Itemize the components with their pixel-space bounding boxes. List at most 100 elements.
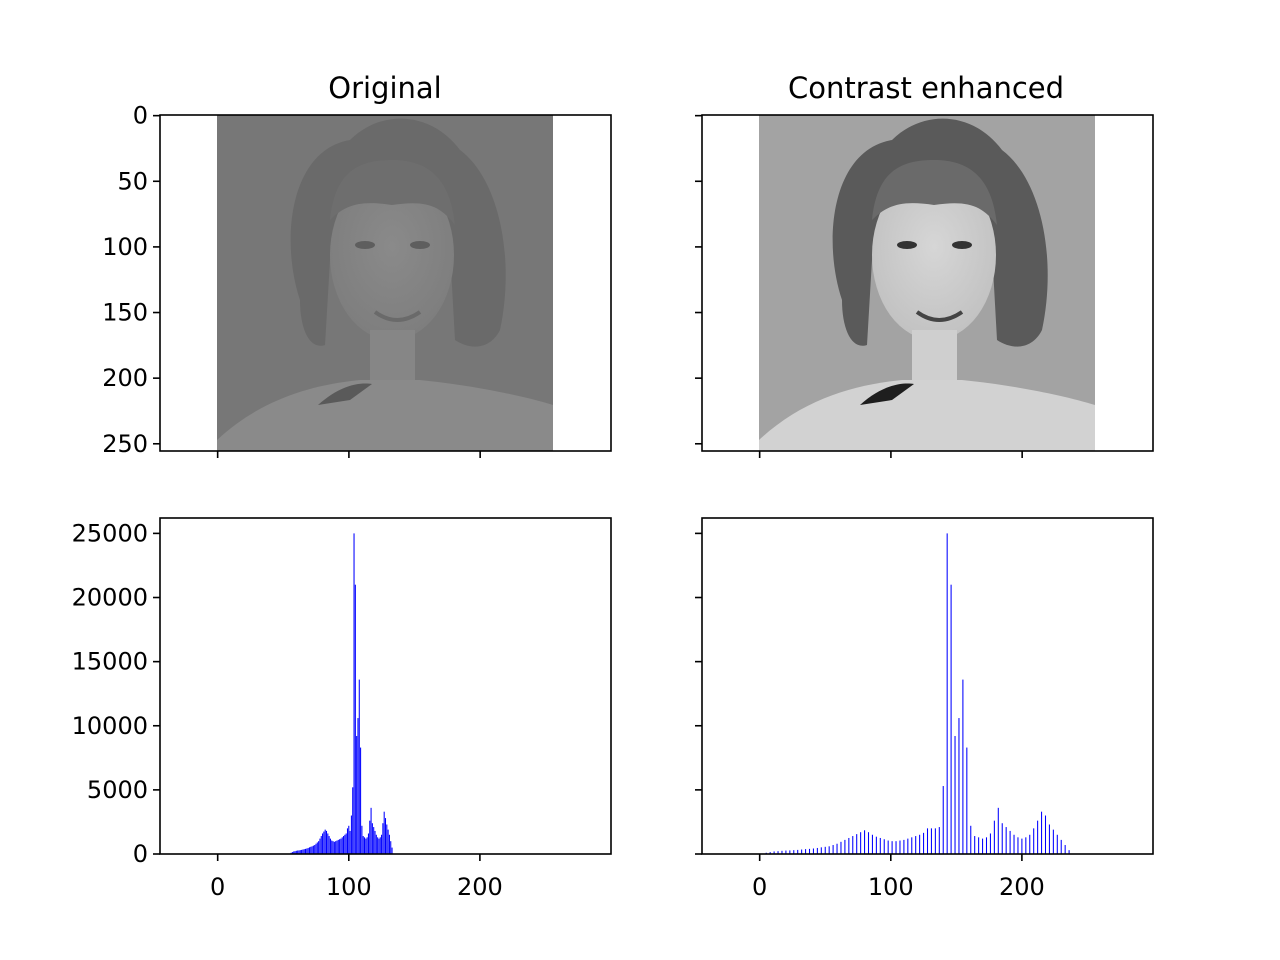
histogram-bar-original [390,841,392,854]
histogram-bar-enhanced [836,843,838,854]
histogram-bar-enhanced [1017,837,1019,854]
histogram-bar-original [366,837,368,854]
histogram-bar-enhanced [879,837,881,854]
x-tick-label-original: 100 [326,873,372,901]
histogram-bar-enhanced [824,846,826,854]
histogram-bar-enhanced [793,850,795,854]
histogram-bar-original [337,839,339,854]
histogram-bar-enhanced [840,841,842,854]
histogram-bar-enhanced [899,840,901,854]
histogram-bar-enhanced [989,833,991,854]
histogram-bar-original [350,815,352,854]
x-tick-label-original: 0 [210,873,225,901]
histogram-bar-original [336,840,338,854]
histogram-bar-enhanced [867,832,870,854]
histogram-bar-original [381,834,383,854]
panel-original-image: Original 0 50 100 150 200 250 [102,71,612,458]
histogram-bar-original [312,845,314,854]
histogram-bar-enhanced [860,832,862,854]
histogram-bar-original [310,846,312,854]
histogram-bar-original [333,841,335,854]
histogram-bar-original [322,833,324,854]
histogram-bar-enhanced [1041,811,1043,854]
histogram-bar-original [297,850,299,854]
histogram-bar-enhanced [801,849,803,854]
y-tick-label-original-image: 100 [102,233,148,261]
histogram-bars-original [290,533,393,854]
histogram-bar-original [369,820,371,854]
histogram-bar-enhanced [923,832,925,854]
histogram-bar-enhanced [1056,834,1058,854]
y-tick-label-original: 10000 [72,712,148,740]
histogram-bar-original [298,850,300,854]
histogram-bar-original [291,852,293,854]
histogram-bar-enhanced [962,679,964,854]
histogram-bar-original [370,807,372,854]
histogram-bar-enhanced [985,837,988,854]
histogram-bar-enhanced [1068,850,1070,854]
histogram-bar-enhanced [907,838,909,854]
histogram-bar-original [363,837,366,854]
histogram-bar-original [324,829,326,854]
histogram-bar-enhanced [1021,838,1023,854]
histogram-bar-original [371,823,373,854]
histogram-bar-original [388,834,390,854]
histogram-bar-original [375,834,377,854]
histogram-bar-original [327,833,329,854]
histogram-bar-enhanced [974,836,976,854]
histogram-bar-enhanced [864,830,866,854]
x-tick-label-original: 200 [457,873,503,901]
histogram-bar-enhanced [805,849,807,854]
histogram-bar-original [340,838,342,854]
histogram-bar-enhanced [1044,815,1047,854]
y-tick-label-original-image: 250 [102,430,148,458]
histogram-bar-enhanced [816,847,818,854]
histogram-bar-enhanced [812,848,814,854]
histogram-bar-original [383,811,385,854]
histogram-axis-ticks-enhanced: 0 100 200 [695,532,1045,901]
histogram-bar-enhanced [844,839,846,854]
histogram-bar-enhanced [958,718,960,854]
x-tick-label-enhanced: 200 [999,873,1045,901]
histogram-bar-original [357,718,359,854]
histogram-bar-original [354,584,356,854]
y-tick-label-original-image: 50 [117,167,148,195]
image-axis-ticks-enhanced [695,114,1023,458]
histogram-bar-enhanced [919,834,921,854]
histogram-bar-original [316,842,318,854]
hist-frame-original [159,517,612,855]
histogram-bar-enhanced [915,836,917,854]
histogram-bar-original [307,847,309,854]
histogram-bar-enhanced [993,820,995,854]
histogram-bar-original [308,847,310,854]
histogram-bar-original [344,834,346,854]
histogram-bar-original [339,839,341,854]
histogram-bar-original [384,818,387,854]
histogram-bar-enhanced [978,837,980,854]
y-tick-label-original-image: 0 [133,102,148,130]
panel-title-original: Original [328,71,441,105]
y-tick-label-original-image: 200 [102,364,148,392]
histogram-bar-original [302,849,304,854]
histogram-bar-original [294,851,296,854]
histogram-bar-original [335,841,337,854]
histogram-bar-enhanced [946,533,948,854]
histogram-bar-original [320,836,322,854]
histogram-bar-original [306,848,308,854]
histogram-bar-enhanced [895,841,897,854]
histogram-bar-enhanced [1029,834,1031,854]
histogram-bar-original [391,847,393,854]
histogram-bar-enhanced [797,849,799,854]
axes-frame-original [159,114,612,452]
histogram-bar-enhanced [938,827,940,854]
y-tick-label-original: 5000 [87,776,148,804]
histogram-bar-enhanced [1052,829,1054,854]
histogram-bar-enhanced [785,850,787,854]
panel-title-enhanced: Contrast enhanced [788,71,1064,105]
histogram-bar-enhanced [926,828,929,854]
histogram-bar-enhanced [903,839,905,854]
histogram-bar-original [305,848,307,854]
histogram-bar-original [365,838,367,854]
histogram-bar-original [361,825,363,854]
